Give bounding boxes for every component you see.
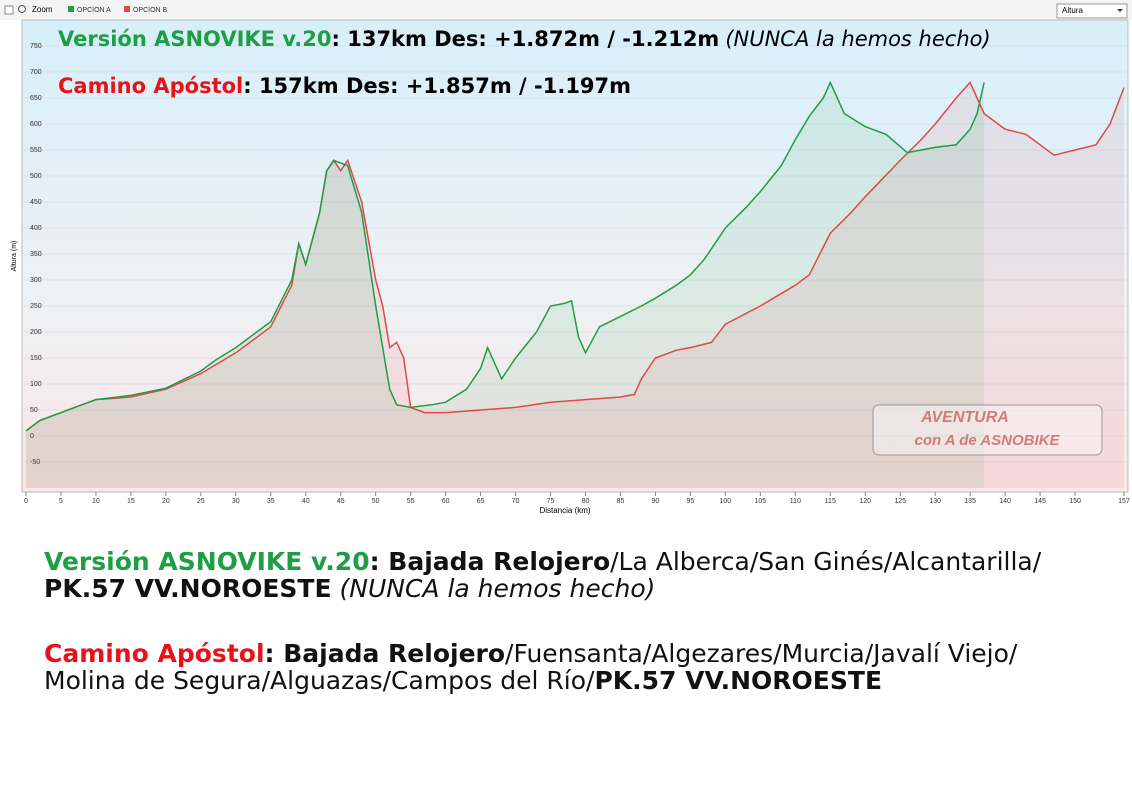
watermark-title: AVENTURA [920, 409, 1009, 426]
x-tick-label: 135 [964, 498, 976, 505]
y-tick-label: 300 [30, 277, 42, 284]
watermark-box [872, 404, 1103, 456]
y-tick-label: 100 [30, 381, 42, 388]
area [26, 82, 1124, 489]
y-tick-label: 500 [30, 173, 42, 180]
x-axis-label: Distancia (km) [539, 506, 590, 515]
x-tick-label: 5 [59, 498, 63, 505]
annotation-stats: : 157km Des: +1.857m / -1.197m [243, 74, 631, 98]
y-tick-label: 150 [30, 355, 42, 362]
dropdown-label[interactable]: Altura [1062, 6, 1083, 15]
legend-label: OPCION B [133, 7, 168, 14]
x-tick-label: 20 [162, 498, 170, 505]
description-text: : Bajada Relojero [369, 547, 611, 576]
y-tick-label: 750 [30, 43, 42, 50]
description-text: (NUNCA la hemos hecho) [331, 574, 656, 603]
description-line: Versión ASNOVIKE v.20: Bajada Relojero/L… [44, 548, 1124, 575]
x-tick-label: 110 [790, 498, 801, 505]
x-tick-label: 90 [652, 498, 660, 505]
description-line: Molina de Segura/Alguazas/Campos del Río… [44, 667, 1124, 694]
line [25, 80, 985, 432]
dropdown[interactable] [1056, 3, 1128, 19]
x-tick-label: 70 [512, 498, 520, 505]
description-text: Camino Apóstol [44, 639, 265, 668]
legend-swatch [68, 6, 74, 12]
y-tick-label: 600 [30, 121, 42, 128]
y-tick-label: 450 [30, 199, 42, 206]
x-tick-label: 85 [617, 498, 625, 505]
legend-label: OPCION A [77, 7, 111, 14]
y-tick-label: -50 [30, 459, 40, 466]
annotation-label: Versión ASNOVIKE v.20 [58, 27, 332, 51]
x-tick-label: 65 [477, 498, 485, 505]
annotation: Versión ASNOVIKE v.20: 137km Des: +1.872… [58, 27, 991, 51]
x-tick-label: 105 [754, 498, 766, 505]
description-line: Camino Apóstol: Bajada Relojero/Fuensant… [44, 640, 1124, 667]
description: Versión ASNOVIKE v.20: Bajada Relojero/L… [44, 548, 1124, 732]
description-line: PK.57 VV.NOROESTE (NUNCA la hemos hecho) [44, 575, 1124, 602]
description-text: /La Alberca/San Ginés/Alcantarilla/ [610, 547, 1042, 576]
annotation-label: Camino Apóstol [58, 74, 243, 98]
x-tick-label: 55 [407, 498, 415, 505]
y-tick-label: 50 [30, 407, 38, 414]
description-text: : Bajada Relojero [264, 639, 506, 668]
legend-swatch [124, 6, 130, 12]
x-tick-label: 100 [720, 498, 732, 505]
x-tick-label: 45 [337, 498, 345, 505]
y-tick-label: 400 [30, 225, 42, 232]
x-tick-label: 80 [582, 498, 590, 505]
y-tick-label: 700 [30, 69, 42, 76]
x-tick-label: 120 [859, 498, 871, 505]
description-text: Molina de Segura/Alguazas/Campos del Río… [44, 666, 595, 695]
description-text: Versión ASNOVIKE v.20 [44, 547, 370, 576]
x-tick-label: 15 [127, 498, 135, 505]
y-tick-label: 0 [30, 433, 34, 440]
description-block: Versión ASNOVIKE v.20: Bajada Relojero/L… [44, 548, 1124, 602]
x-tick-label: 157 [1118, 498, 1130, 505]
watermark-subtitle: con A de ASNOBIKE [914, 432, 1060, 449]
x-tick-label: 35 [267, 498, 275, 505]
description-text: /Fuensanta/Algezares/Murcia/Javalí Viejo… [505, 639, 1018, 668]
zoom-icon[interactable] [18, 5, 26, 13]
x-tick-label: 50 [372, 498, 380, 505]
x-tick-label: 10 [92, 498, 100, 505]
annotation-note: (NUNCA la hemos hecho) [725, 27, 990, 51]
x-tick-label: 60 [442, 498, 450, 505]
x-tick-label: 145 [1034, 498, 1046, 505]
y-tick-label: 650 [30, 95, 42, 102]
plot-area [21, 19, 1129, 493]
dropdown-arrow [1117, 9, 1123, 12]
y-tick-label: 250 [30, 303, 42, 310]
x-tick-label: 130 [929, 498, 941, 505]
toolbar [0, 0, 1132, 20]
y-tick-label: 350 [30, 251, 42, 258]
chart: Zoom Altura -500501001502002503003504004… [0, 0, 1132, 515]
x-tick-label: 150 [1069, 498, 1081, 505]
x-tick-label: 95 [686, 498, 694, 505]
annotation-stats: : 137km Des: +1.872m / -1.212m [332, 27, 720, 51]
x-tick-label: 140 [999, 498, 1011, 505]
x-tick-label: 75 [547, 498, 555, 505]
x-tick-label: 40 [302, 498, 310, 505]
description-text: PK.57 VV.NOROESTE [594, 666, 883, 695]
y-axis-label: Altura (m) [11, 241, 18, 272]
x-tick-label: 25 [197, 498, 205, 505]
x-tick-label: 115 [825, 498, 836, 505]
y-tick-label: 550 [30, 147, 42, 154]
x-tick-label: 125 [894, 498, 906, 505]
checkbox[interactable] [4, 5, 14, 15]
description-block: Camino Apóstol: Bajada Relojero/Fuensant… [44, 640, 1124, 694]
x-tick-label: 0 [24, 498, 28, 505]
zoom-label[interactable]: Zoom [32, 5, 53, 14]
y-tick-label: 200 [30, 329, 42, 336]
area [26, 82, 985, 489]
x-tick-label: 30 [232, 498, 240, 505]
annotation: Camino Apóstol: 157km Des: +1.857m / -1.… [58, 74, 631, 98]
description-text: PK.57 VV.NOROESTE [44, 574, 332, 603]
